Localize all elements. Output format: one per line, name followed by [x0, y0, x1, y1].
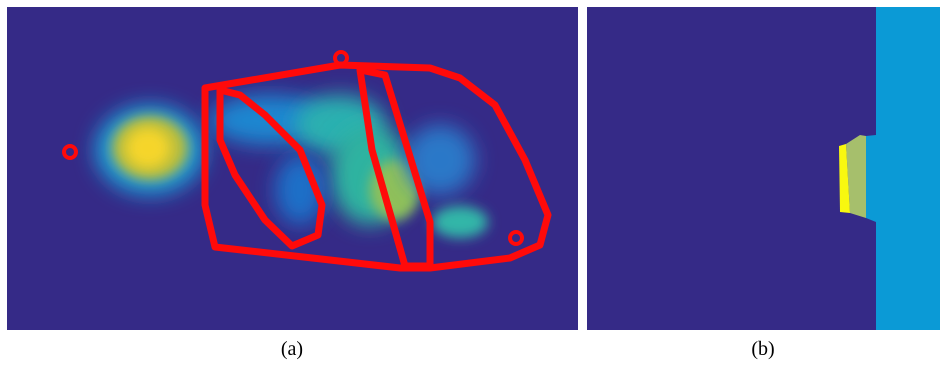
panel-label: (a) [262, 338, 322, 361]
panel-label: (b) [733, 338, 793, 361]
panel-b [587, 7, 940, 330]
figure: (a) (b) [0, 0, 945, 369]
region [876, 7, 940, 330]
panel-a [7, 7, 578, 330]
region [866, 135, 876, 222]
figure-panels [0, 0, 945, 369]
